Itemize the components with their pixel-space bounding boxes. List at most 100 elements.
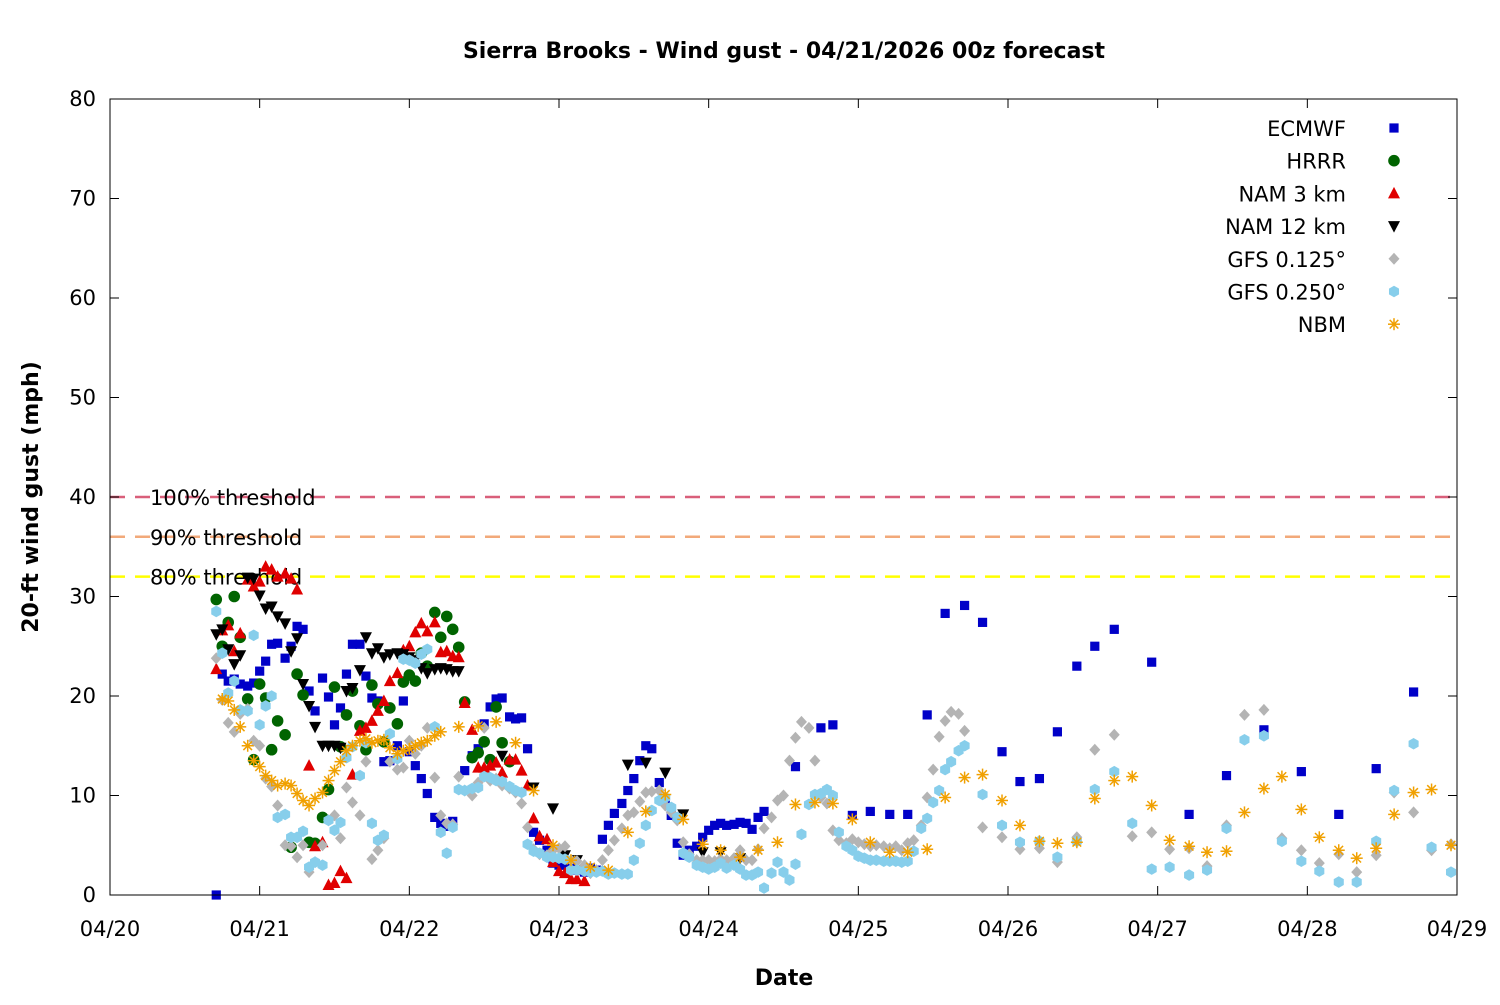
data-point <box>616 822 628 835</box>
legend-label: NAM 3 km <box>1238 182 1346 206</box>
data-point <box>316 786 329 799</box>
data-point <box>285 572 298 584</box>
data-points <box>210 560 1458 900</box>
data-point <box>939 714 951 727</box>
legend-marker <box>1388 285 1400 298</box>
data-point <box>304 686 314 696</box>
data-point <box>928 796 939 809</box>
data-point <box>696 847 709 859</box>
data-point <box>1333 876 1344 888</box>
x-tick-label: 04/21 <box>229 917 290 941</box>
data-point <box>211 605 222 618</box>
data-point <box>322 774 335 787</box>
data-point <box>415 616 428 629</box>
data-point <box>977 788 988 801</box>
x-tick-label: 04/20 <box>80 917 141 941</box>
data-point <box>360 755 372 768</box>
data-point <box>564 854 577 867</box>
data-point <box>234 626 247 639</box>
data-point <box>416 773 426 784</box>
data-point <box>659 788 672 801</box>
data-point <box>285 646 298 658</box>
data-point <box>646 785 658 798</box>
data-point <box>328 764 341 777</box>
data-point <box>1295 803 1308 816</box>
data-point <box>365 714 378 726</box>
data-point <box>366 817 377 830</box>
data-point <box>803 721 815 734</box>
series-nbm <box>216 692 1458 877</box>
data-point <box>496 766 509 778</box>
data-point <box>865 806 875 817</box>
data-point <box>421 734 434 747</box>
data-point <box>772 856 783 868</box>
data-point <box>340 709 353 721</box>
data-point <box>558 866 571 879</box>
x-tick-label: 04/29 <box>1427 917 1488 941</box>
data-point <box>522 744 533 754</box>
data-point <box>1108 774 1121 787</box>
data-point <box>1184 869 1195 881</box>
data-point <box>1052 727 1062 737</box>
data-point <box>434 725 447 738</box>
data-point <box>996 794 1009 807</box>
data-point <box>496 750 509 763</box>
data-point <box>826 797 839 810</box>
data-point <box>747 824 757 834</box>
data-point <box>421 668 434 680</box>
data-point <box>1370 842 1383 855</box>
data-point <box>222 716 234 729</box>
data-point <box>939 791 952 804</box>
data-point <box>366 679 378 691</box>
data-point <box>271 611 284 623</box>
data-point <box>628 854 639 866</box>
data-point <box>248 629 259 642</box>
data-point <box>379 757 389 767</box>
data-point <box>335 703 346 713</box>
data-point <box>273 638 283 648</box>
data-point <box>734 844 746 857</box>
legend-marker <box>1388 318 1400 331</box>
data-point <box>484 759 497 771</box>
data-point <box>1350 852 1363 865</box>
data-point <box>279 618 292 630</box>
data-point <box>547 839 560 852</box>
data-point <box>391 718 404 730</box>
threshold-label: 90% threshold <box>150 526 302 550</box>
data-point <box>472 746 484 759</box>
data-point <box>247 580 260 592</box>
data-point <box>1425 783 1438 796</box>
data-point <box>640 819 651 832</box>
data-point <box>933 730 945 743</box>
data-point <box>440 610 453 623</box>
data-point <box>1146 863 1157 875</box>
data-point <box>1164 843 1176 856</box>
data-point <box>255 666 265 676</box>
data-point <box>254 719 265 731</box>
data-point <box>253 590 266 603</box>
legend-marker <box>1389 123 1399 133</box>
data-point <box>1313 857 1325 870</box>
y-tick-label: 10 <box>69 784 96 808</box>
data-point <box>628 806 640 819</box>
data-point <box>710 820 720 830</box>
data-point <box>1183 840 1196 853</box>
data-point <box>953 707 965 720</box>
data-point <box>1126 770 1139 783</box>
data-point <box>570 872 583 885</box>
data-point <box>734 851 747 864</box>
data-point <box>335 816 346 829</box>
data-point <box>241 693 254 705</box>
data-point <box>361 671 371 681</box>
data-point <box>828 720 838 730</box>
data-point <box>609 808 619 819</box>
data-point <box>516 786 527 799</box>
data-point <box>1371 835 1382 848</box>
data-point <box>522 838 533 851</box>
data-point <box>383 674 396 687</box>
data-point <box>1257 782 1270 795</box>
data-point <box>864 836 877 849</box>
data-point <box>759 806 769 817</box>
series-gfs-0-125 <box>210 652 1457 880</box>
data-point <box>696 838 709 851</box>
